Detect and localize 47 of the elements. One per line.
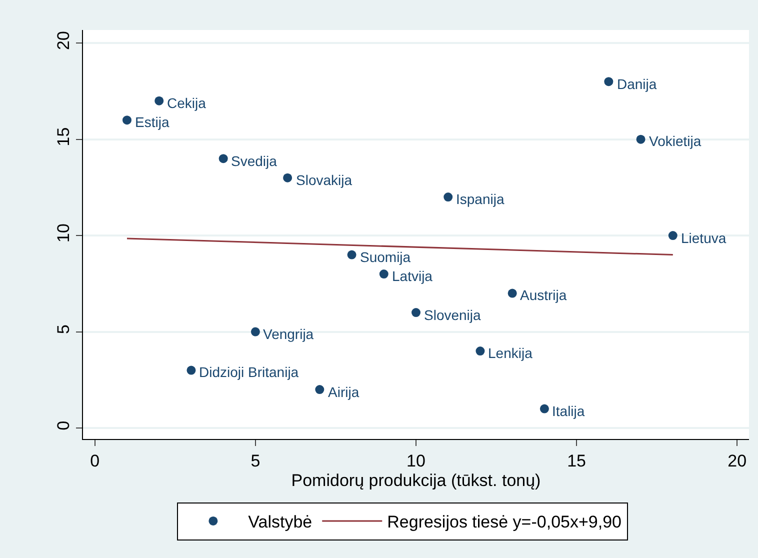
annotation: Svedija (231, 153, 278, 169)
annotation: Austrija (520, 287, 567, 303)
legend-label: Regresijos tiesė y=-0,05x+9,90 (387, 512, 622, 532)
annotation: Estija (135, 114, 170, 130)
point (379, 270, 388, 279)
x-tick-label: 10 (406, 451, 426, 470)
point (476, 346, 485, 356)
legend-label: Valstybė (248, 512, 312, 532)
annotation: Slovenija (424, 307, 482, 323)
point (604, 77, 614, 86)
point (122, 116, 132, 125)
annotation: Suomija (360, 249, 411, 265)
point (668, 231, 678, 240)
point (412, 308, 420, 318)
point (444, 192, 453, 202)
y-tick-label: 15 (54, 127, 74, 146)
point (218, 154, 228, 164)
y-tick-label: 5 (54, 324, 74, 334)
annotation: Italija (552, 403, 585, 419)
annotation: Ispanija (456, 191, 504, 207)
annotation: Latvija (392, 268, 433, 284)
y-tick-label: 0 (54, 420, 74, 430)
point (283, 173, 292, 182)
point (250, 327, 260, 336)
x-tick-label: 15 (567, 451, 586, 470)
point (315, 385, 324, 394)
point (347, 250, 356, 260)
x-tick-label: 20 (728, 451, 747, 470)
annotation: Cekija (167, 95, 206, 111)
annotation: Danija (617, 76, 657, 92)
annotation: Vokietija (649, 133, 702, 149)
annotation: Airija (328, 384, 360, 400)
annotation: Lietuva (681, 230, 726, 246)
y-tick-label: 20 (54, 31, 74, 50)
point (154, 96, 164, 106)
annotation: Slovakija (296, 172, 352, 188)
x-tick-label: 5 (250, 451, 260, 470)
point (636, 134, 646, 144)
point (186, 366, 196, 375)
annotation: Lenkija (488, 345, 533, 361)
x-axis-title: Pomidorų produkcija (tūkst. tonų) (291, 470, 541, 490)
x-tick-label: 0 (90, 451, 100, 470)
annotation: Didzioji Britanija (199, 364, 299, 380)
point (508, 288, 517, 298)
point (540, 404, 549, 414)
y-tick-label: 10 (54, 224, 74, 242)
annotation: Vengrija (263, 326, 314, 342)
